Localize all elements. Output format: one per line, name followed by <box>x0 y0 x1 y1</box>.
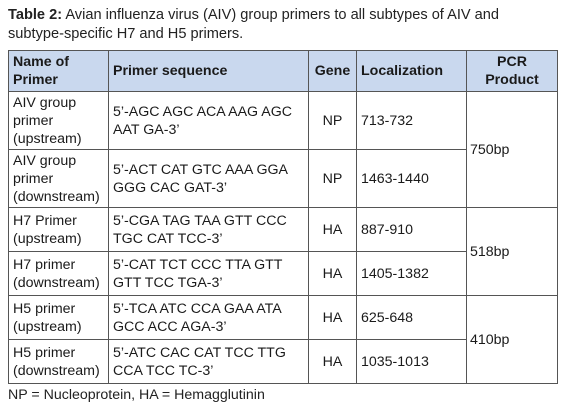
cell-primer-sequence: 5’-CGA TAG TAA GTT CCC TGC CAT TCC-3’ <box>108 207 309 252</box>
table-row: H7 primer (downstream) 5’-CAT TCT CCC TT… <box>8 251 558 296</box>
cell-primer-name: AIV group primer (upstream) <box>8 91 109 150</box>
cell-gene: HA <box>308 207 357 252</box>
table-caption-label: Table 2: <box>8 7 63 23</box>
table-header-row: Name of Primer Primer sequence Gene Loca… <box>8 50 558 92</box>
header-name-of-primer: Name of Primer <box>8 50 109 92</box>
cell-primer-sequence: 5’-CAT TCT CCC TTA GTT GTT TCC TGA-3’ <box>108 251 309 296</box>
header-pcr-product: PCR Product <box>466 50 558 92</box>
cell-gene: HA <box>308 251 357 296</box>
table-row: AIV group primer (upstream) 5’-AGC AGC A… <box>8 91 558 208</box>
cell-primer-sequence: 5’-ACT CAT GTC AAA GGA GGG CAC GAT-3’ <box>108 149 309 208</box>
cell-primer-sequence: 5’-AGC AGC ACA AAG AGC AAT GA-3’ <box>108 91 309 150</box>
table-row: AIV group primer (downstream) 5’-ACT CAT… <box>8 149 558 208</box>
header-primer-sequence: Primer sequence <box>108 50 309 92</box>
cell-gene: HA <box>308 295 357 340</box>
cell-primer-name: H7 Primer (upstream) <box>8 207 109 252</box>
table-row: H5 primer (downstream) 5’-ATC CAC CAT TC… <box>8 339 558 384</box>
cell-gene: HA <box>308 339 357 384</box>
cell-localization: 1405-1382 <box>356 251 467 296</box>
cell-primer-name: H5 primer (downstream) <box>8 339 109 384</box>
cell-pcr-product: 518bp <box>466 207 558 296</box>
cell-localization: 1035-1013 <box>356 339 467 384</box>
cell-gene: NP <box>308 149 357 208</box>
cell-pcr-product: 410bp <box>466 295 558 384</box>
cell-primer-sequence: 5’-TCA ATC CCA GAA ATA GCC ACC AGA-3’ <box>108 295 309 340</box>
table-footnote: NP = Nucleoprotein, HA = Hemagglutinin <box>8 387 265 403</box>
cell-pcr-product: 750bp <box>466 91 558 208</box>
cell-localization: 887-910 <box>356 207 467 252</box>
table-caption: Table 2: Avian influenza virus (AIV) gro… <box>8 6 558 44</box>
cell-primer-name: AIV group primer (downstream) <box>8 149 109 208</box>
header-gene: Gene <box>308 50 357 92</box>
table-caption-text: Avian influenza virus (AIV) group primer… <box>8 7 500 42</box>
cell-localization: 713-732 <box>356 91 467 150</box>
cell-gene: NP <box>308 91 357 150</box>
table-row: H5 primer (upstream) 5’-TCA ATC CCA GAA … <box>8 295 558 384</box>
cell-localization: 1463-1440 <box>356 149 467 208</box>
cell-primer-sequence: 5’-ATC CAC CAT TCC TTG CCA TCC TC-3’ <box>108 339 309 384</box>
cell-primer-name: H7 primer (downstream) <box>8 251 109 296</box>
primer-table: Name of Primer Primer sequence Gene Loca… <box>8 50 558 384</box>
header-localization: Localization <box>356 50 467 92</box>
cell-primer-name: H5 primer (upstream) <box>8 295 109 340</box>
cell-localization: 625-648 <box>356 295 467 340</box>
table-row: H7 Primer (upstream) 5’-CGA TAG TAA GTT … <box>8 207 558 296</box>
